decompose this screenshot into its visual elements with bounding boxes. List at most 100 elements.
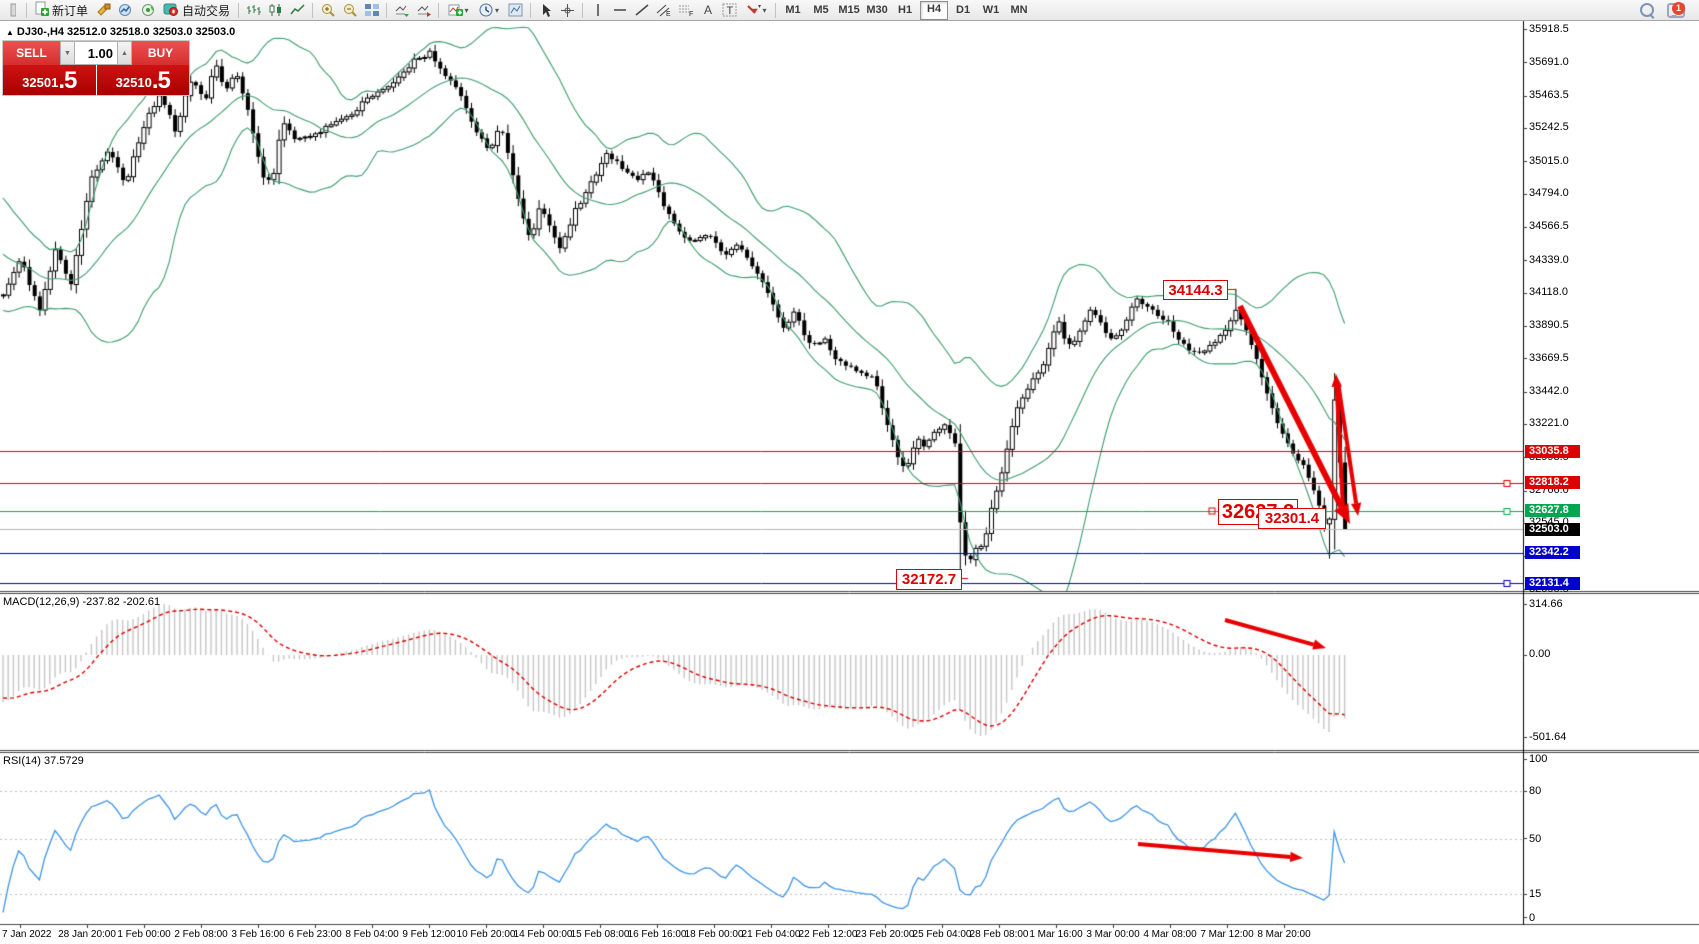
text-label-icon[interactable]: T <box>719 1 740 19</box>
date-axis-label: 4 Mar 08:00 <box>1143 929 1197 940</box>
timeframe-button-W1[interactable]: W1 <box>982 3 1000 16</box>
indicators-menu-button[interactable]: ▾ <box>443 1 473 19</box>
svg-text:F: F <box>689 11 693 17</box>
text-icon[interactable]: A <box>697 1 718 19</box>
toolbar-separator <box>386 2 388 18</box>
timeframe-button-M30[interactable]: M30 <box>866 3 888 16</box>
chart-shift-icon[interactable] <box>413 1 434 19</box>
fibonacci-icon[interactable]: F <box>675 1 696 19</box>
timeframe-button-M15[interactable]: M15 <box>838 3 860 16</box>
line-chart-icon[interactable] <box>287 1 308 19</box>
price-axis-tick: 33890.5 <box>1529 319 1569 332</box>
sell-button[interactable]: SELL <box>3 41 60 65</box>
timeframe-button-M5[interactable]: M5 <box>813 3 829 16</box>
date-axis-label: 1 Feb 00:00 <box>117 929 171 940</box>
toolbar-separator <box>26 2 27 18</box>
new-order-button[interactable]: 新订单 <box>31 1 92 19</box>
templates-button[interactable] <box>505 1 526 19</box>
rsi-axis-tick: 100 <box>1529 753 1548 765</box>
date-axis-label: 3 Mar 00:00 <box>1086 929 1140 940</box>
toolbar-separator <box>530 2 532 18</box>
price-level-tag: 32342.2 <box>1525 546 1580 560</box>
chart-ohlc-title: ▲ DJ30-,H4 32512.0 32518.0 32503.0 32503.… <box>6 26 236 38</box>
date-axis-label: 1 Mar 16:00 <box>1029 929 1083 940</box>
cursor-icon[interactable] <box>535 1 556 19</box>
toolbar-separator <box>775 2 777 18</box>
toolbar-separator <box>312 2 314 18</box>
bid-price[interactable]: 32501.5 <box>3 65 96 95</box>
timeframe-button-H4[interactable]: H4 <box>920 0 949 20</box>
arrows-tool-button[interactable]: ▾ <box>741 1 771 19</box>
main-toolbar: 新订单 自动交易 ▾ ▾ E F A T ▾ <box>0 0 1699 21</box>
price-axis-tick: 33669.5 <box>1529 351 1569 364</box>
svg-text:E: E <box>666 11 671 17</box>
macd-label: MACD(12,26,9) -237.82 -202.61 <box>3 596 161 608</box>
crosshair-icon[interactable] <box>557 1 578 19</box>
zoom-out-icon[interactable] <box>339 1 360 19</box>
symbol-marker-icon: ▲ <box>6 28 14 37</box>
chevron-down-icon: ▾ <box>464 5 469 15</box>
new-order-doc-icon <box>35 1 49 19</box>
date-axis-label: 2 Feb 08:00 <box>174 929 228 940</box>
price-axis-tick: 35242.5 <box>1529 121 1569 134</box>
search-icon[interactable] <box>1636 1 1657 19</box>
date-axis-label: 28 Jan 20:00 <box>58 929 116 940</box>
price-axis-tick: 34566.5 <box>1529 220 1569 233</box>
price-axis-tick: 35691.0 <box>1529 55 1569 68</box>
date-axis-label: 7 Mar 12:00 <box>1200 929 1254 940</box>
toolbar-separator <box>238 2 240 18</box>
styler-icon[interactable] <box>93 1 114 19</box>
chat-icon[interactable]: 1 <box>1663 1 1689 19</box>
one-click-trade-panel: SELL ▼ 1.00 ▲ BUY 32501.5 32510.5 <box>2 40 190 96</box>
rsi-axis-tick: 0 <box>1529 912 1536 924</box>
date-axis-label: 21 Feb 04:00 <box>741 929 801 940</box>
macd-axis-tick: 0.00 <box>1529 648 1551 660</box>
date-axis-label: 14 Feb 00:00 <box>513 929 573 940</box>
price-axis-tick: 34794.0 <box>1529 187 1569 200</box>
candlestick-chart-icon[interactable] <box>265 1 286 19</box>
autotrading-button[interactable]: 自动交易 <box>159 1 234 19</box>
autotrading-label: 自动交易 <box>182 3 231 18</box>
price-level-tag: 32503.0 <box>1525 522 1580 536</box>
volume-input[interactable]: 1.00 <box>75 41 117 65</box>
date-axis-label: 18 Feb 00:00 <box>684 929 744 940</box>
date-axis-label: 23 Feb 20:00 <box>855 929 915 940</box>
vertical-line-icon[interactable] <box>587 1 608 19</box>
price-level-tag: 32818.2 <box>1525 476 1580 490</box>
timeframe-button-M1[interactable]: M1 <box>785 3 801 16</box>
svg-text:A: A <box>704 3 712 17</box>
auto-scroll-icon[interactable] <box>391 1 412 19</box>
rsi-axis-tick: 50 <box>1529 832 1542 845</box>
rsi-label: RSI(14) 37.5729 <box>3 755 84 767</box>
trendline-icon[interactable] <box>631 1 652 19</box>
price-annotation[interactable]: 32301.4 <box>1258 508 1326 529</box>
date-axis-label: 8 Mar 20:00 <box>1257 929 1311 940</box>
volume-increase-button[interactable]: ▲ <box>117 41 132 65</box>
date-axis-label: 25 Feb 04:00 <box>912 929 972 940</box>
timeframe-button-H1[interactable]: H1 <box>898 3 913 16</box>
price-annotation[interactable]: 34144.3 <box>1163 280 1228 300</box>
timeframe-button-D1[interactable]: D1 <box>956 3 971 16</box>
market-watch-icon[interactable] <box>115 1 136 19</box>
date-axis-label: 28 Feb 08:00 <box>969 929 1029 940</box>
tile-windows-icon[interactable] <box>361 1 382 19</box>
bar-chart-icon[interactable] <box>243 1 264 19</box>
toolbar-separator <box>438 2 440 18</box>
equidistant-channel-icon[interactable]: E <box>653 1 674 19</box>
volume-decrease-button[interactable]: ▼ <box>60 41 75 65</box>
price-axis-tick: 35918.5 <box>1529 22 1569 35</box>
price-level-tag: 33035.8 <box>1525 444 1580 458</box>
zoom-in-icon[interactable] <box>317 1 338 19</box>
buy-button[interactable]: BUY <box>132 41 189 65</box>
horizontal-line-icon[interactable] <box>609 1 630 19</box>
price-annotation[interactable]: 32172.7 <box>896 569 962 590</box>
ask-price[interactable]: 32510.5 <box>96 65 189 95</box>
autotrading-icon <box>163 2 179 19</box>
date-axis-label: 22 Feb 12:00 <box>798 929 858 940</box>
signals-icon[interactable] <box>137 1 158 19</box>
notification-badge[interactable]: 1 <box>1672 2 1685 15</box>
timeframe-button-MN[interactable]: MN <box>1010 3 1028 16</box>
periods-menu-button[interactable]: ▾ <box>474 1 504 19</box>
